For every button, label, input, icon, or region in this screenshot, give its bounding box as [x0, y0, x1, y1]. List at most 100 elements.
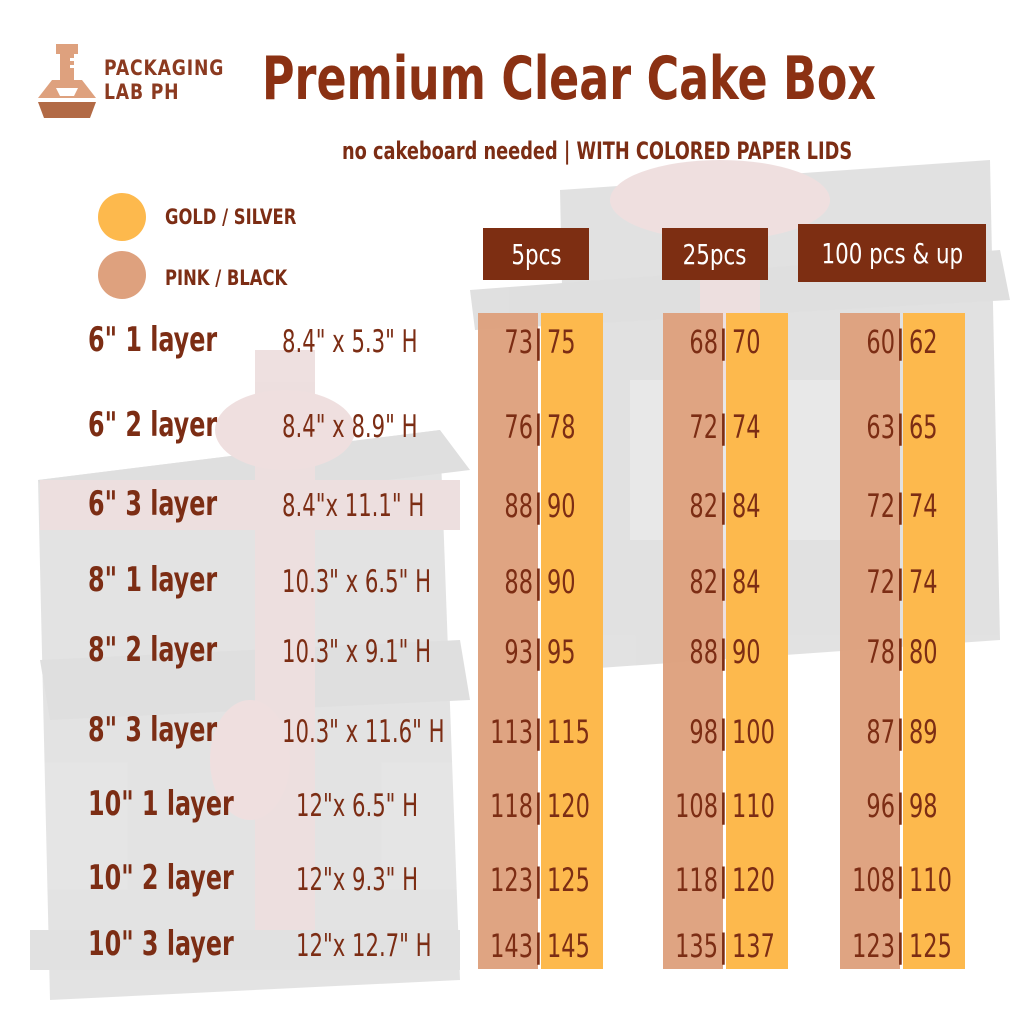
- col-100pcs-gold: [903, 313, 965, 969]
- price-pink-black: 93: [504, 633, 533, 671]
- price-gold-silver: 78: [547, 408, 576, 446]
- header-25pcs: 25pcs: [662, 228, 768, 280]
- price-gold-silver: 90: [732, 633, 761, 671]
- price-separator: |: [533, 713, 544, 751]
- row-dimensions: 12"x 12.7" H: [296, 928, 432, 964]
- price-gold-silver: 70: [732, 323, 761, 361]
- price-gold-silver: 80: [909, 633, 938, 671]
- price-gold-silver: 74: [909, 563, 938, 601]
- price-gold-silver: 98: [909, 787, 938, 825]
- page-subtitle: no cakeboard needed | WITH COLORED PAPER…: [342, 137, 853, 165]
- price-separator: |: [718, 713, 729, 751]
- price-separator: |: [533, 408, 544, 446]
- pink-legend-dot: [98, 251, 146, 299]
- price-separator: |: [533, 633, 544, 671]
- flask-logo-icon: [38, 44, 96, 118]
- gold-legend-dot: [98, 193, 146, 241]
- price-pink-black: 98: [689, 713, 718, 751]
- price-gold-silver: 120: [732, 861, 775, 899]
- price-pink-black: 87: [866, 713, 895, 751]
- brand-line-1: PACKAGING: [104, 56, 225, 80]
- row-size-label: 8" 1 layer: [88, 560, 218, 600]
- price-separator: |: [533, 927, 544, 965]
- row-size-label: 6" 1 layer: [88, 320, 218, 360]
- col-5pcs-gold: [541, 313, 603, 969]
- price-separator: |: [895, 563, 906, 601]
- price-separator: |: [718, 408, 729, 446]
- row-dimensions: 12"x 9.3" H: [296, 862, 419, 898]
- row-dimensions: 8.4" x 8.9" H: [282, 409, 418, 445]
- price-pink-black: 123: [490, 861, 533, 899]
- price-separator: |: [718, 563, 729, 601]
- price-gold-silver: 110: [732, 787, 775, 825]
- row-size-label: 10" 3 layer: [88, 924, 234, 964]
- price-separator: |: [895, 713, 906, 751]
- price-separator: |: [533, 563, 544, 601]
- row-size-label: 6" 2 layer: [88, 405, 218, 445]
- price-gold-silver: 137: [732, 927, 775, 965]
- price-pink-black: 88: [689, 633, 718, 671]
- price-gold-silver: 120: [547, 787, 590, 825]
- price-separator: |: [533, 861, 544, 899]
- price-separator: |: [895, 787, 906, 825]
- row-dimensions: 12"x 6.5" H: [296, 788, 419, 824]
- price-gold-silver: 145: [547, 927, 590, 965]
- price-pink-black: 118: [490, 787, 533, 825]
- price-separator: |: [895, 861, 906, 899]
- row-dimensions: 10.3" x 9.1" H: [282, 634, 432, 670]
- price-pink-black: 108: [852, 861, 895, 899]
- price-gold-silver: 125: [909, 927, 952, 965]
- pink-legend-label: PINK / BLACK: [165, 266, 288, 290]
- price-gold-silver: 90: [547, 487, 576, 525]
- price-separator: |: [533, 323, 544, 361]
- price-separator: |: [718, 487, 729, 525]
- price-pink-black: 72: [689, 408, 718, 446]
- price-separator: |: [895, 927, 906, 965]
- price-gold-silver: 89: [909, 713, 938, 751]
- price-separator: |: [895, 323, 906, 361]
- row-size-label: 6" 3 layer: [88, 484, 218, 524]
- price-separator: |: [718, 787, 729, 825]
- price-gold-silver: 84: [732, 487, 761, 525]
- price-pink-black: 82: [689, 563, 718, 601]
- brand-name: PACKAGING LAB PH: [104, 56, 224, 104]
- price-separator: |: [718, 633, 729, 671]
- price-pink-black: 76: [504, 408, 533, 446]
- price-pink-black: 73: [504, 323, 533, 361]
- price-separator: |: [718, 861, 729, 899]
- price-pink-black: 113: [490, 713, 533, 751]
- price-pink-black: 72: [866, 487, 895, 525]
- price-separator: |: [895, 487, 906, 525]
- price-pink-black: 108: [675, 787, 718, 825]
- row-dimensions: 10.3" x 11.6" H: [282, 714, 445, 750]
- header-100pcs: 100 pcs & up: [798, 224, 986, 282]
- price-gold-silver: 100: [732, 713, 775, 751]
- price-separator: |: [895, 408, 906, 446]
- price-gold-silver: 62: [909, 323, 938, 361]
- brand-line-2: LAB PH: [104, 80, 180, 104]
- header-5pcs: 5pcs: [483, 228, 589, 280]
- price-gold-silver: 75: [547, 323, 576, 361]
- row-size-label: 10" 1 layer: [88, 784, 234, 824]
- price-gold-silver: 110: [909, 861, 952, 899]
- row-dimensions: 10.3" x 6.5" H: [282, 564, 432, 600]
- price-gold-silver: 84: [732, 563, 761, 601]
- col-100pcs-pink: [840, 313, 900, 969]
- price-gold-silver: 74: [909, 487, 938, 525]
- price-pink-black: 118: [675, 861, 718, 899]
- price-separator: |: [895, 633, 906, 671]
- price-pink-black: 60: [866, 323, 895, 361]
- price-pink-black: 135: [675, 927, 718, 965]
- price-gold-silver: 90: [547, 563, 576, 601]
- price-separator: |: [718, 323, 729, 361]
- price-pink-black: 78: [866, 633, 895, 671]
- price-pink-black: 82: [689, 487, 718, 525]
- row-dimensions: 8.4" x 5.3" H: [282, 324, 418, 360]
- row-dimensions: 8.4"x 11.1" H: [282, 488, 425, 524]
- col-25pcs-gold: [726, 313, 788, 969]
- price-pink-black: 143: [490, 927, 533, 965]
- row-size-label: 8" 2 layer: [88, 630, 218, 670]
- price-gold-silver: 125: [547, 861, 590, 899]
- page-title: Premium Clear Cake Box: [262, 44, 877, 114]
- price-separator: |: [533, 787, 544, 825]
